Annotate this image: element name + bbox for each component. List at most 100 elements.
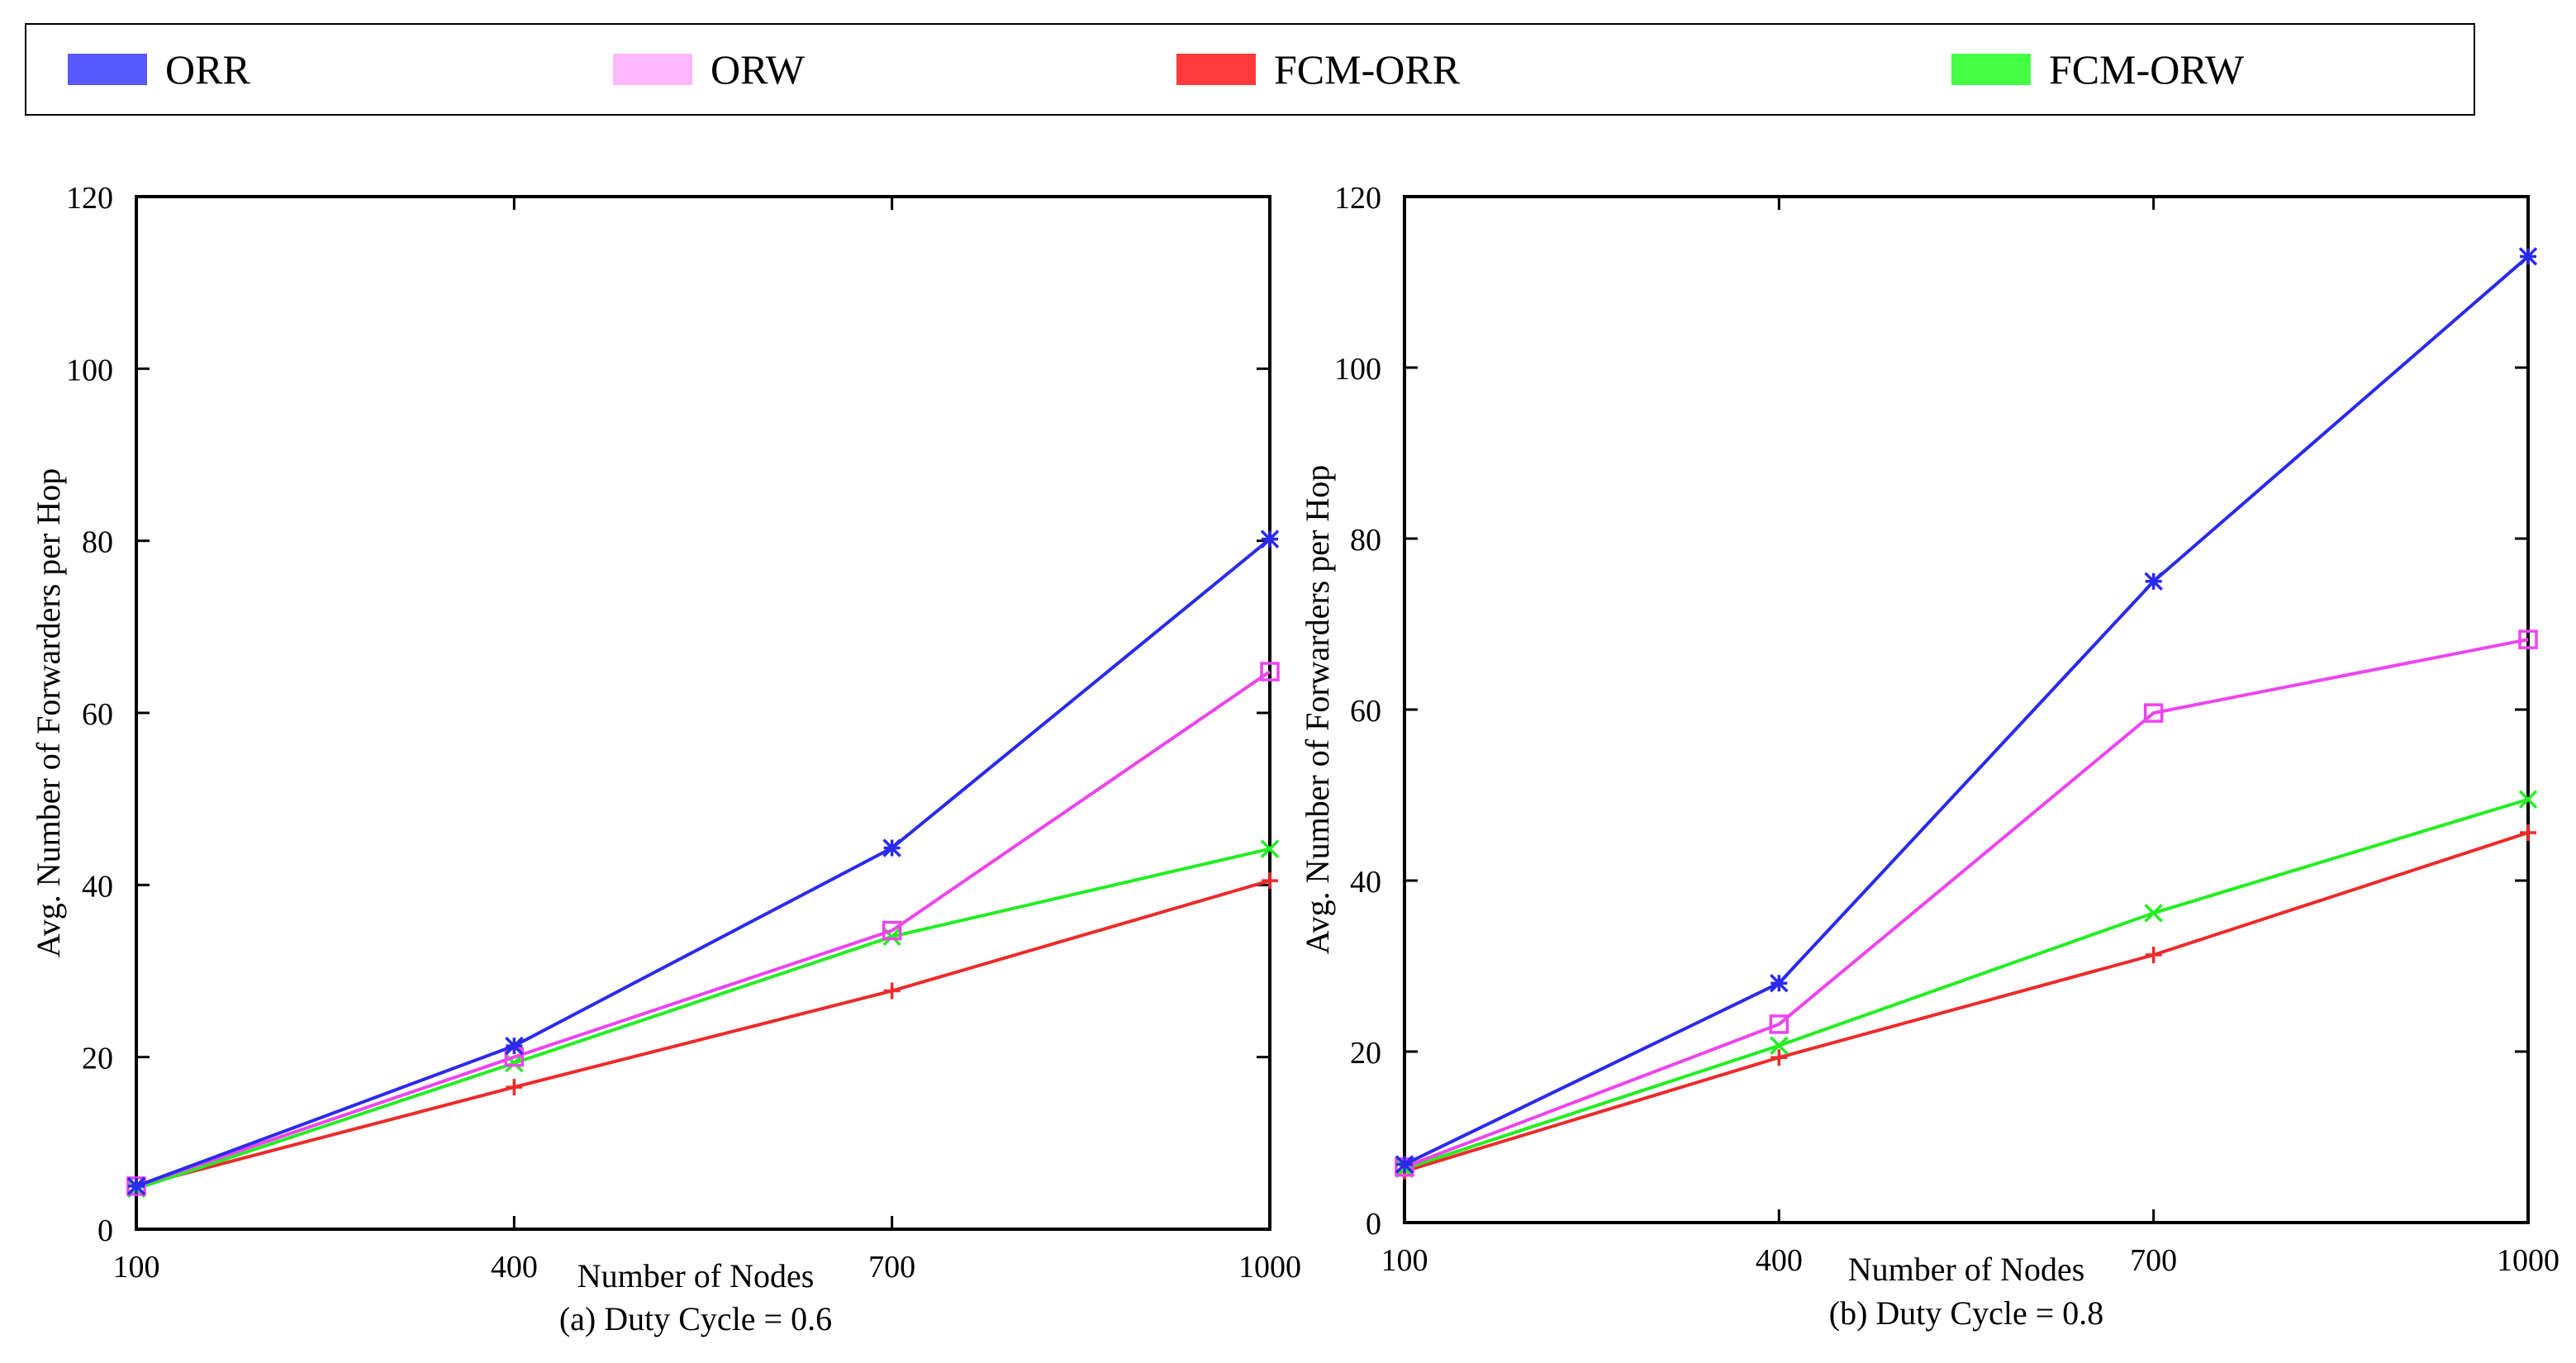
marker-square [2143, 703, 2164, 723]
legend-swatch-fcm-orw [1951, 54, 2031, 85]
data-point-fcm-orr [506, 1079, 523, 1096]
series-line-orw [135, 670, 1271, 1188]
legend-swatch-orr [68, 54, 147, 85]
chart-b: 0 20 40 60 80 100 120 100 400 700 1000 Number of No… [1299, 181, 2559, 1332]
x-axis-label: Number of Nodes [577, 1257, 815, 1294]
data-point-orw [1769, 1014, 1789, 1034]
y-tick-label: 100 [66, 353, 113, 387]
data-point-orw [2143, 703, 2164, 723]
x-tick-label: 700 [2130, 1243, 2177, 1278]
series-line-orw [1404, 638, 2529, 1169]
plot-frame [1403, 195, 2530, 1224]
marker-plus [1770, 1049, 1788, 1066]
legend-item-orw: ORW [613, 25, 805, 114]
data-point-orw [1260, 662, 1280, 682]
series-fcm-orw [1395, 790, 2538, 1179]
legend-swatch-orw [613, 54, 692, 85]
x-tick-label: 100 [113, 1250, 160, 1285]
marker-star [2518, 247, 2538, 266]
marker-star [882, 838, 901, 857]
y-tick-label: 0 [97, 1213, 113, 1248]
legend-item-fcm-orr: FCM-ORR [1176, 25, 1460, 114]
chart-caption: (a) Duty Cycle = 0.6 [559, 1300, 832, 1337]
series-orw [1395, 629, 2538, 1177]
chart-a: 0 20 40 60 80 100 120 100 400 700 1000 Number of No… [30, 181, 1301, 1337]
marker-star [126, 1176, 146, 1196]
data-point-fcm-orr [2145, 947, 2162, 964]
data-point-orr [126, 1176, 146, 1196]
y-tick-label: 40 [82, 869, 113, 904]
legend-label-orw: ORW [711, 46, 805, 93]
series-orr [1395, 247, 2538, 1174]
legend-label-fcm-orr: FCM-ORR [1274, 46, 1461, 93]
y-axis-label: Avg. Number of Forwarders per Hop [30, 468, 67, 957]
x-tick-label: 1000 [2497, 1243, 2559, 1278]
y-tick-label: 100 [1334, 352, 1381, 387]
x-tick-label: 400 [491, 1250, 538, 1285]
data-point-orr [1770, 973, 1789, 993]
legend-label-orr: ORR [165, 46, 250, 93]
y-tick-label: 60 [1350, 694, 1381, 729]
legend-item-orr: ORR [68, 25, 250, 114]
y-axis-label: Avg. Number of Forwarders per Hop [1299, 465, 1336, 954]
y-tick-label: 80 [1350, 523, 1381, 558]
series-line-fcm-orw [135, 847, 1271, 1190]
legend-swatch-fcm-orr [1176, 54, 1256, 85]
marker-x [1770, 1036, 1789, 1055]
marker-square [1260, 662, 1280, 682]
data-point-fcm-orw [1770, 1036, 1789, 1055]
y-tick-label: 60 [82, 697, 113, 732]
marker-plus [2520, 824, 2536, 842]
series-fcm-orr [128, 872, 1278, 1194]
marker-square [2518, 629, 2538, 649]
legend: ORR ORW FCM-ORR FCM-ORW [25, 23, 2475, 116]
y-tick-label: 20 [1350, 1036, 1381, 1071]
y-tick-label: 120 [66, 181, 113, 216]
y-tick-label: 80 [82, 525, 113, 560]
series-orr [126, 530, 1280, 1196]
marker-star [1260, 530, 1280, 549]
marker-star [505, 1036, 524, 1056]
marker-star [1770, 973, 1789, 993]
data-point-orr [1395, 1155, 1414, 1174]
series-fcm-orr [1396, 824, 2536, 1180]
x-tick-label: 700 [868, 1250, 915, 1285]
x-axis-label: Number of Nodes [1848, 1251, 2085, 1288]
data-point-orr [2518, 247, 2538, 266]
series-line-fcm-orr [1404, 831, 2529, 1173]
marker-plus [2145, 947, 2162, 964]
x-tick-label: 100 [1381, 1243, 1428, 1278]
y-tick-label: 0 [1366, 1207, 1381, 1242]
chart-caption: (b) Duty Cycle = 0.8 [1829, 1294, 2104, 1332]
series-fcm-orw [126, 839, 1280, 1199]
data-point-orw [882, 920, 902, 941]
data-point-fcm-orw [2144, 904, 2163, 923]
data-point-fcm-orr [2520, 824, 2536, 842]
data-point-orw [2518, 629, 2538, 649]
series-line-orr [135, 538, 1271, 1188]
series-line-fcm-orw [1404, 797, 2529, 1171]
x-tick-label: 1000 [1238, 1250, 1301, 1285]
series-line-orr [1404, 254, 2530, 1166]
data-point-fcm-orw [1260, 839, 1280, 858]
x-tick-label: 400 [1756, 1243, 1803, 1278]
marker-plus [506, 1079, 523, 1096]
legend-label-fcm-orw: FCM-ORW [2049, 46, 2245, 93]
series-line-fcm-orr [135, 879, 1271, 1188]
marker-square [1769, 1014, 1789, 1034]
data-point-orr [2144, 572, 2163, 591]
marker-x [1260, 839, 1280, 858]
data-point-orr [882, 838, 901, 857]
y-tick-label: 40 [1350, 865, 1381, 900]
data-point-orr [505, 1036, 524, 1056]
data-point-fcm-orw [2518, 790, 2538, 809]
data-point-fcm-orr [883, 982, 901, 1000]
marker-x [2144, 904, 2163, 923]
legend-item-fcm-orw: FCM-ORW [1951, 25, 2244, 114]
data-point-fcm-orr [1262, 872, 1278, 890]
marker-plus [1262, 872, 1278, 890]
marker-square [882, 920, 902, 941]
marker-x [2518, 790, 2538, 809]
